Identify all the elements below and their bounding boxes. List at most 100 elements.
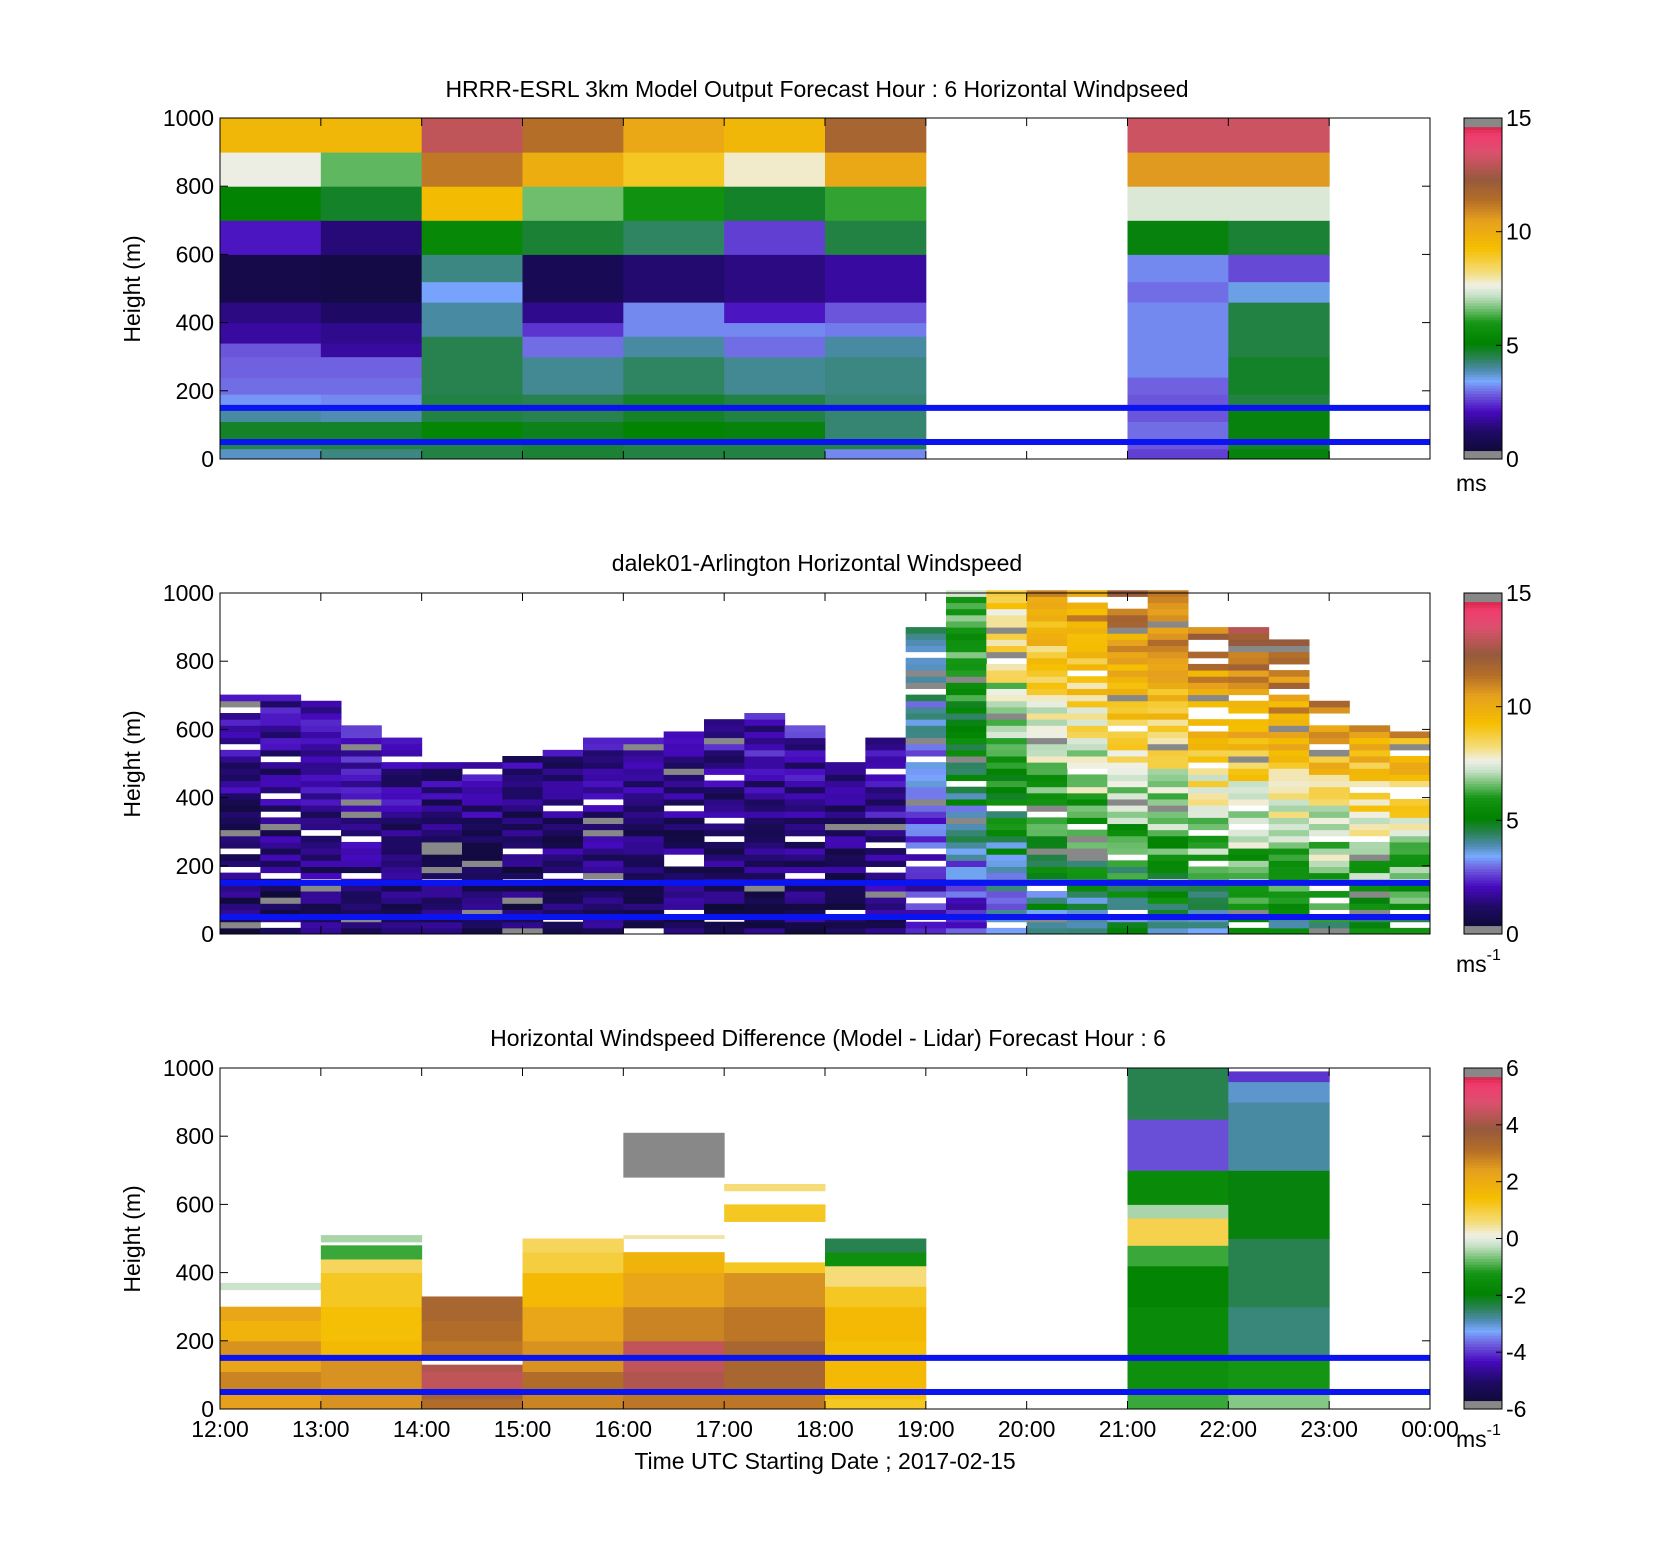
heatmap-cell bbox=[1188, 866, 1229, 874]
heatmap-cell bbox=[1349, 872, 1391, 880]
heatmap-cell bbox=[946, 891, 987, 898]
heatmap-cell bbox=[905, 866, 947, 874]
heatmap-cell bbox=[724, 1306, 826, 1342]
heatmap-cell bbox=[522, 1238, 624, 1253]
heatmap-cell bbox=[1228, 897, 1270, 904]
heatmap-cell bbox=[1127, 302, 1229, 358]
heatmap-cell bbox=[462, 866, 503, 874]
heatmap-cell bbox=[1309, 848, 1350, 855]
heatmap-cell bbox=[623, 860, 665, 867]
heatmap-cell bbox=[1389, 737, 1431, 745]
heatmap-cell bbox=[905, 817, 947, 825]
heatmap-cell bbox=[986, 762, 1028, 769]
heatmap-cell bbox=[623, 743, 665, 751]
x-tick-label: 19:00 bbox=[897, 1416, 955, 1442]
heatmap-cell bbox=[1127, 377, 1229, 395]
heatmap-cell bbox=[522, 1371, 624, 1390]
colorbar-swatch bbox=[1464, 649, 1502, 654]
heatmap-cell bbox=[220, 737, 261, 745]
heatmap-cell bbox=[1127, 1306, 1229, 1359]
heatmap-cell bbox=[1127, 118, 1229, 153]
heatmap-cell bbox=[220, 725, 261, 732]
colorbar-swatch bbox=[1464, 422, 1502, 426]
heatmap-cell bbox=[583, 860, 624, 867]
heatmap-cell bbox=[220, 377, 322, 395]
heatmap-cell bbox=[381, 860, 423, 867]
heatmap-cell bbox=[784, 811, 826, 818]
colorbar-unit-exponent: -1 bbox=[1487, 947, 1501, 964]
heatmap-cell bbox=[1309, 792, 1350, 800]
heatmap-cell bbox=[986, 897, 1028, 904]
heatmap-cell bbox=[583, 854, 624, 861]
heatmap-cell bbox=[1107, 872, 1149, 880]
heatmap-cell bbox=[1107, 780, 1149, 788]
colorbar-swatch bbox=[1464, 1190, 1502, 1194]
colorbar-swatch bbox=[1464, 331, 1502, 335]
colorbar-swatch bbox=[1464, 1406, 1502, 1410]
colorbar-swatch bbox=[1464, 709, 1502, 713]
heatmap-cell bbox=[1147, 823, 1189, 831]
heatmap-cell bbox=[784, 798, 826, 806]
heatmap-cell bbox=[381, 768, 423, 775]
panel-model-reference-lines bbox=[220, 404, 1430, 445]
heatmap-cell bbox=[1147, 835, 1189, 843]
heatmap-cell bbox=[1309, 798, 1350, 806]
colorbar-swatch bbox=[1464, 342, 1502, 346]
heatmap-cell bbox=[704, 866, 745, 874]
heatmap-cell bbox=[905, 841, 947, 849]
heatmap-cell bbox=[1147, 780, 1189, 788]
heatmap-cell bbox=[583, 774, 624, 782]
colorbar-swatch bbox=[1464, 834, 1502, 838]
heatmap-cell bbox=[744, 860, 786, 867]
colorbar-swatch bbox=[1464, 396, 1502, 400]
heatmap-cell bbox=[1147, 700, 1189, 708]
heatmap-cell bbox=[583, 762, 624, 769]
colorbar-swatch bbox=[1464, 248, 1502, 253]
heatmap-cell bbox=[542, 841, 584, 849]
heatmap-cell bbox=[946, 798, 987, 806]
y-tick-label: 600 bbox=[176, 241, 214, 267]
colorbar-swatch bbox=[1464, 1264, 1502, 1268]
colorbar-swatch bbox=[1464, 1161, 1502, 1166]
heatmap-cell bbox=[1067, 884, 1108, 892]
heatmap-cell bbox=[1026, 737, 1068, 745]
colorbar-swatch bbox=[1464, 1090, 1502, 1095]
heatmap-cell bbox=[704, 731, 745, 739]
heatmap-cell bbox=[1067, 860, 1108, 867]
heatmap-cell bbox=[421, 421, 523, 440]
heatmap-cell bbox=[905, 884, 947, 892]
colorbar-swatch bbox=[1464, 402, 1502, 406]
heatmap-cell bbox=[946, 645, 987, 653]
heatmap-cell bbox=[462, 829, 503, 837]
heatmap-cell bbox=[542, 829, 584, 837]
heatmap-cell bbox=[986, 786, 1028, 794]
heatmap-cell bbox=[300, 872, 342, 880]
heatmap-cell bbox=[341, 768, 382, 775]
heatmap-cell bbox=[986, 645, 1028, 653]
heatmap-cell bbox=[1389, 811, 1431, 818]
heatmap-cell bbox=[1026, 663, 1068, 671]
heatmap-cell bbox=[260, 731, 302, 739]
heatmap-cell bbox=[341, 817, 382, 825]
heatmap-cell bbox=[724, 152, 826, 187]
colorbar-swatch bbox=[1464, 865, 1502, 870]
heatmap-cell bbox=[946, 719, 987, 726]
colorbar-swatch bbox=[1464, 911, 1502, 915]
heatmap-cell bbox=[1026, 731, 1068, 739]
colorbar-swatch bbox=[1464, 615, 1502, 620]
heatmap-cell bbox=[1107, 829, 1149, 837]
heatmap-cell bbox=[1268, 755, 1310, 763]
heatmap-cell bbox=[1309, 725, 1350, 732]
colorbar-swatch bbox=[1464, 1252, 1502, 1257]
colorbar-swatch bbox=[1464, 891, 1502, 895]
heatmap-cell bbox=[542, 811, 584, 818]
heatmap-cell bbox=[825, 903, 866, 910]
heatmap-cell bbox=[300, 903, 342, 910]
colorbar-swatch bbox=[1464, 208, 1502, 213]
heatmap-cell bbox=[663, 866, 705, 874]
heatmap-cell bbox=[1026, 620, 1068, 628]
colorbar-swatch bbox=[1464, 729, 1502, 733]
heatmap-cell bbox=[744, 811, 786, 818]
colorbar-swatch bbox=[1464, 390, 1502, 395]
colorbar-swatch bbox=[1464, 783, 1502, 787]
